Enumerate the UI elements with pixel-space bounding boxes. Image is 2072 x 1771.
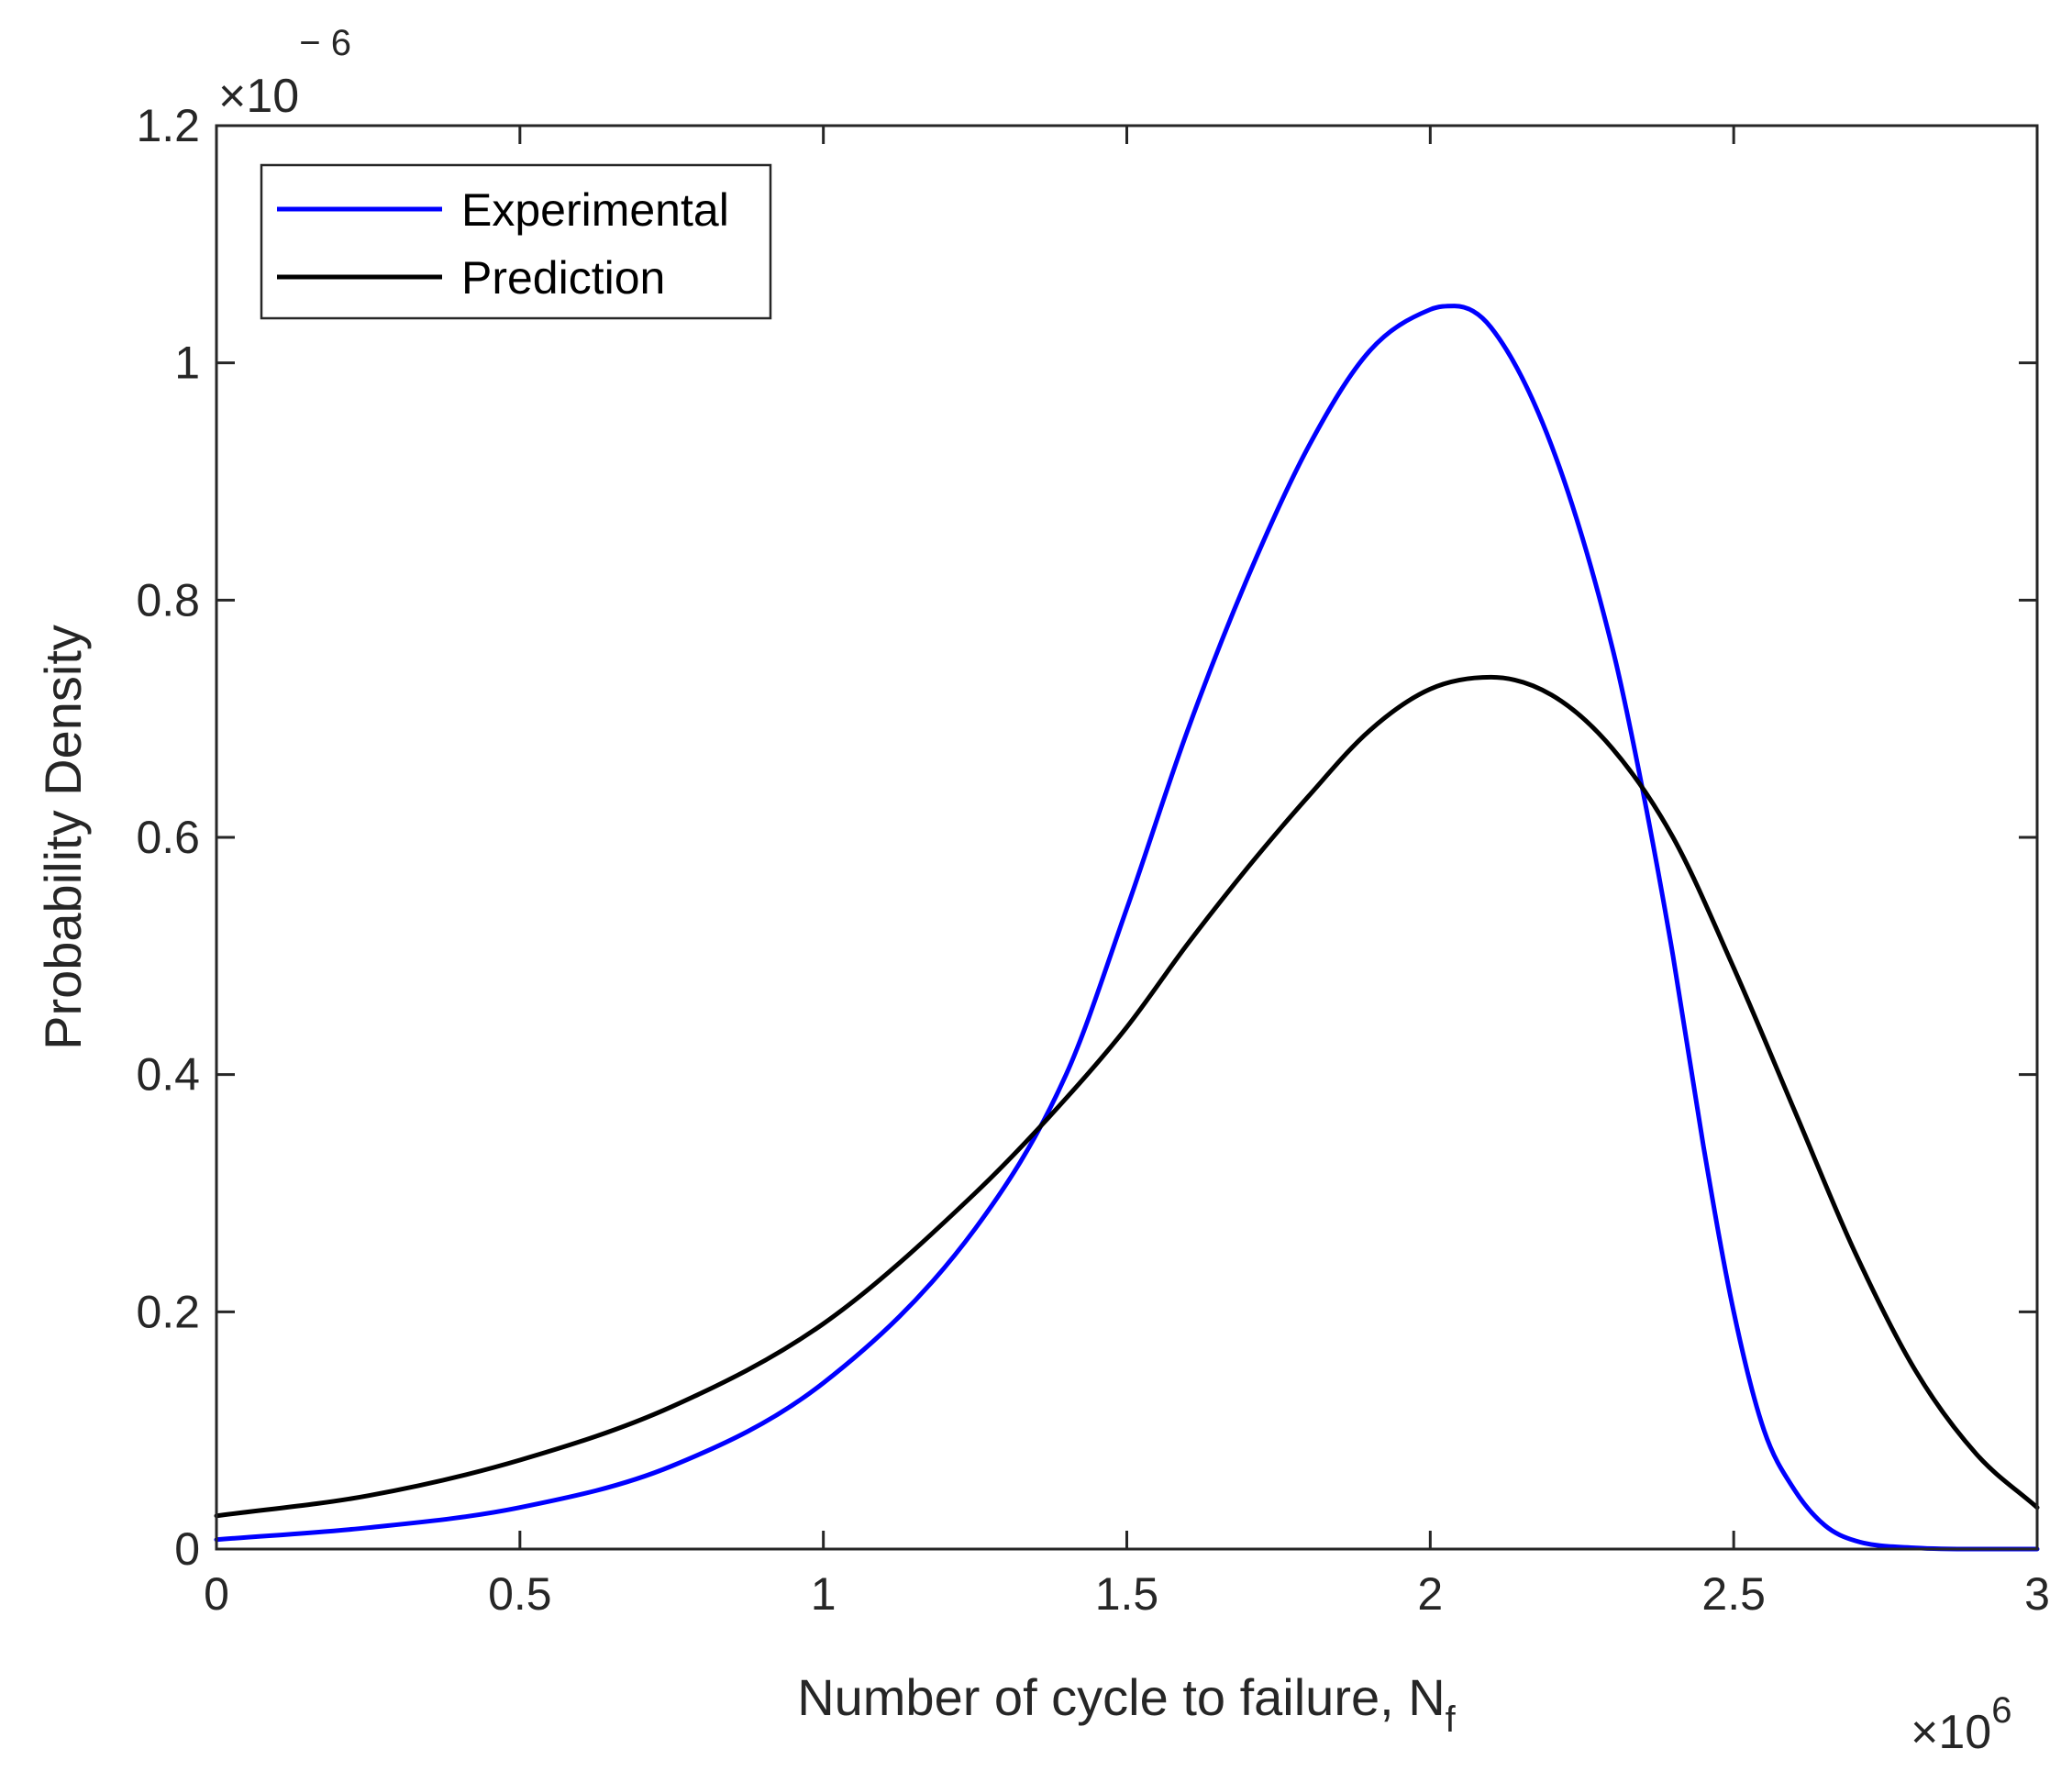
ticks-layer: 0 0.5 1 1.5 2 2.5 3 0 0.2 0.4 0.6 0.8 1 1.2 [136, 100, 2049, 1620]
x-tick-label: 3 [2024, 1568, 2050, 1620]
y-tick-label: 0.6 [136, 812, 200, 863]
x-axis-title-text: Number of cycle to failure, N [797, 1668, 1445, 1726]
y-tick-label: 0.2 [136, 1286, 200, 1337]
legend: Experimental Prediction [260, 163, 772, 320]
x-multiplier: ×106 [1911, 1690, 2011, 1759]
y-tick-label: 0.8 [136, 574, 200, 625]
series-layer [214, 304, 2040, 1552]
y-tick-label: 1 [174, 338, 200, 389]
y-tick-label: 1.2 [136, 100, 200, 151]
x-axis-title: Number of cycle to failure, Nf [797, 1668, 1456, 1740]
y-axis-title: Probability Density [34, 625, 92, 1050]
plot-area [216, 126, 2037, 1549]
x-tick-label: 0 [204, 1568, 229, 1620]
series-line-prediction [214, 674, 2040, 1519]
legend-label-experimental: Experimental [461, 184, 729, 236]
y-tick-label: 0 [174, 1523, 200, 1575]
x-tick-label: 2 [1417, 1568, 1443, 1620]
x-multiplier-exponent: 6 [1991, 1690, 2011, 1731]
x-tick-label: 1.5 [1095, 1568, 1159, 1620]
x-tick-label: 1 [811, 1568, 837, 1620]
y-multiplier: ×10− 6 [218, 23, 351, 123]
legend-label-prediction: Prediction [461, 252, 665, 304]
y-multiplier-prefix: ×10 [218, 70, 299, 123]
x-tick-label: 2.5 [1701, 1568, 1766, 1620]
y-multiplier-exponent: − 6 [299, 23, 351, 63]
series-line-experimental [214, 304, 2040, 1552]
legend-box [260, 163, 772, 320]
x-axis-title-subscript: f [1446, 1699, 1457, 1740]
y-tick-label: 0.4 [136, 1049, 200, 1101]
x-multiplier-prefix: ×10 [1911, 1706, 1991, 1759]
x-tick-label: 0.5 [488, 1568, 552, 1620]
